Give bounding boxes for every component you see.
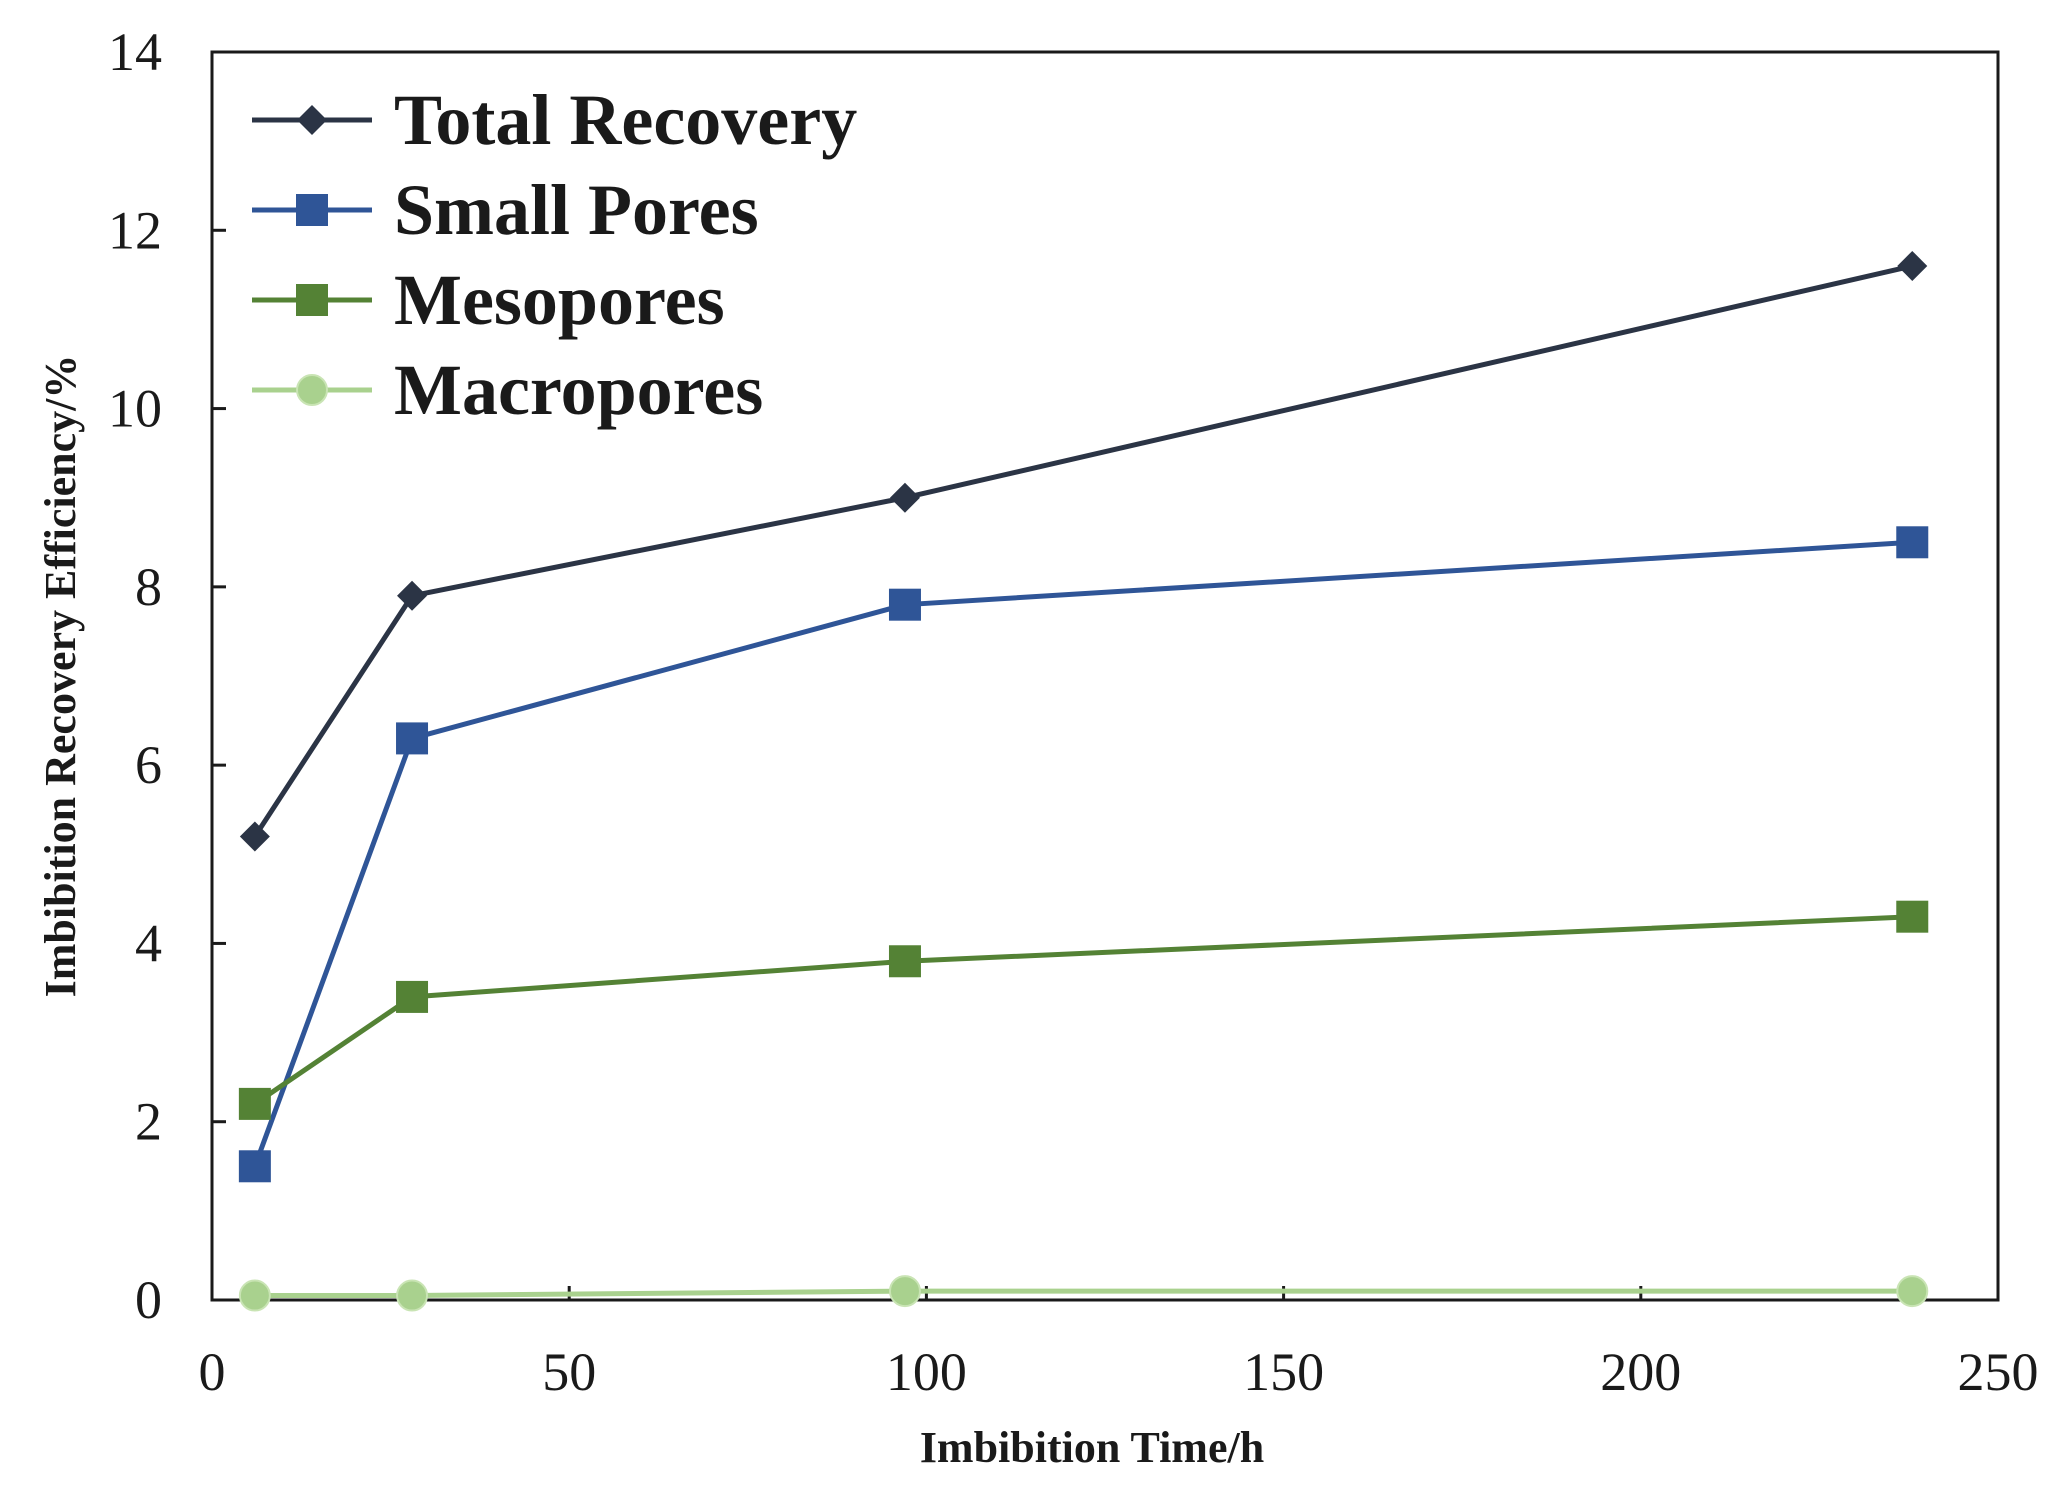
data-point-mesopores [396, 980, 429, 1013]
x-tick-label: 100 [886, 1342, 967, 1402]
y-tick-label: 4 [135, 913, 162, 973]
y-tick-label: 6 [135, 735, 162, 795]
legend-label-macropores: Macropores [394, 350, 763, 430]
legend-item-total-recovery: Total Recovery [252, 80, 857, 160]
data-point-mesopores [238, 1087, 271, 1120]
x-tick-label: 150 [1243, 1342, 1324, 1402]
y-tick-label: 14 [108, 22, 162, 82]
series-line-mesopores [253, 914, 1913, 1106]
data-point-total-recovery [889, 482, 920, 513]
x-tick-label: 250 [1958, 1342, 2039, 1402]
legend-label-total-recovery: Total Recovery [394, 80, 857, 160]
data-point-small-pores [396, 722, 429, 755]
data-point-macropores [396, 1279, 429, 1312]
legend-item-small-pores: Small Pores [252, 170, 759, 250]
series-mesopores [238, 900, 1929, 1120]
data-point-small-pores [888, 588, 921, 621]
data-point-mesopores [1896, 900, 1929, 933]
plot-area [210, 50, 2000, 1302]
data-point-total-recovery [1897, 250, 1928, 281]
x-tick-label: 50 [542, 1342, 596, 1402]
legend-marker-macropores [296, 374, 328, 406]
y-tick-label: 10 [108, 379, 162, 439]
legend: Total Recovery Small Pores Mesopores Macrop… [252, 80, 857, 430]
series-macropores [238, 1275, 1929, 1312]
legend-item-macropores: Macropores [252, 350, 763, 430]
legend-label-small-pores: Small Pores [394, 170, 759, 250]
y-axis-title: Imbibition Recovery Efficiency/% [36, 355, 85, 998]
legend-marker-total-recovery [297, 105, 327, 135]
x-tick-label: 200 [1600, 1342, 1681, 1402]
series-small-pores [238, 526, 1929, 1183]
data-point-macropores [1896, 1275, 1929, 1308]
x-axis-title: Imbibition Time/h [920, 1423, 1264, 1472]
series-layer [238, 250, 1929, 1312]
series-line-small-pores [252, 539, 1913, 1168]
series-line-macropores [254, 1288, 1913, 1299]
data-point-total-recovery [397, 580, 428, 611]
axis-ticks: 0 50 100 150 200 250 0 2 4 6 8 10 12 14 [108, 22, 2039, 1402]
x-tick-label: 0 [199, 1342, 226, 1402]
legend-label-mesopores: Mesopores [394, 260, 725, 340]
y-tick-label: 12 [108, 200, 162, 260]
data-point-mesopores [888, 945, 921, 978]
y-tick-label: 2 [135, 1092, 162, 1152]
series-line-total-recovery [252, 263, 1913, 838]
series-total-recovery [239, 250, 1928, 852]
data-point-total-recovery [239, 821, 270, 852]
legend-marker-mesopores [296, 284, 328, 316]
data-point-macropores [238, 1279, 271, 1312]
y-tick-label: 8 [135, 557, 162, 617]
y-tick-label: 0 [135, 1270, 162, 1330]
data-point-macropores [888, 1275, 921, 1308]
data-point-small-pores [238, 1150, 271, 1183]
legend-item-mesopores: Mesopores [252, 260, 725, 340]
data-point-small-pores [1896, 526, 1929, 559]
legend-marker-small-pores [296, 194, 328, 226]
